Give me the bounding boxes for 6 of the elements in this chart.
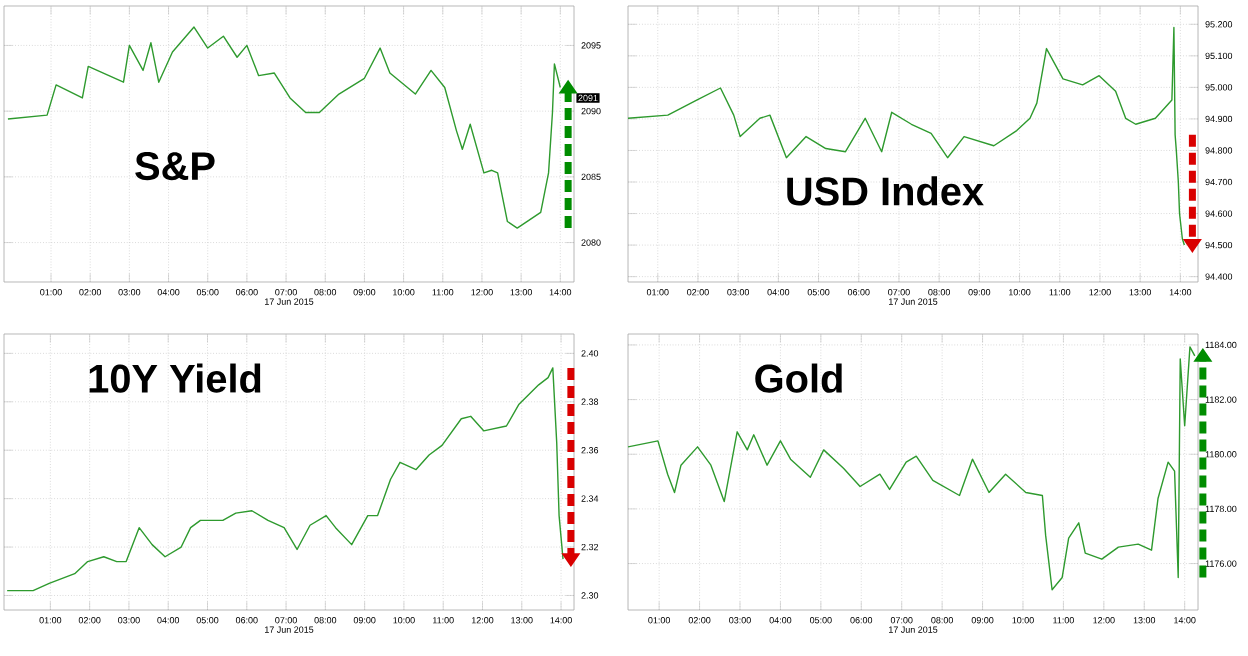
line-series <box>628 26 1186 246</box>
text: USD Index <box>787 176 984 206</box>
text: Gold <box>755 363 842 393</box>
text: 10Y Yield <box>89 363 261 393</box>
text: S&P <box>135 151 215 181</box>
line-series <box>628 346 1196 591</box>
